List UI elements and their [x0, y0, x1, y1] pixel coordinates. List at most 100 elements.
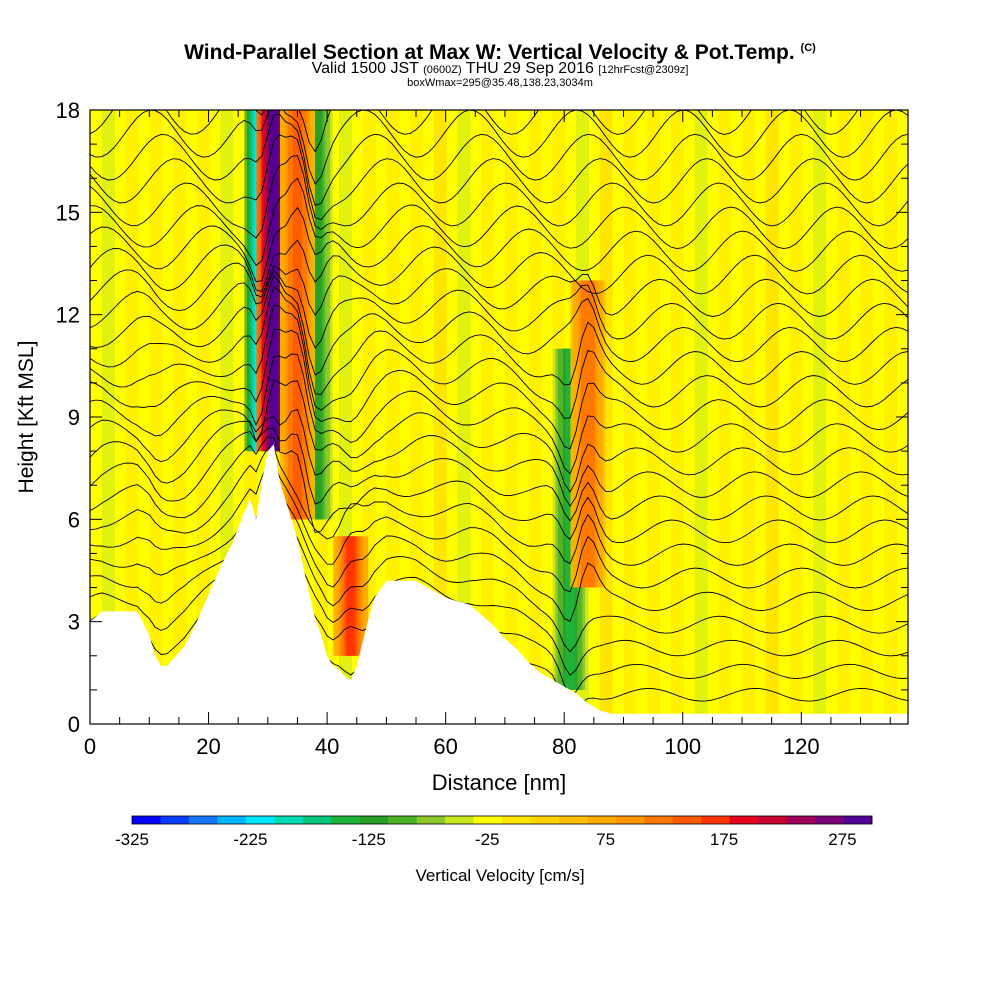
colorbar-tick-label: 75 [596, 830, 615, 849]
terrain-mask [90, 444, 908, 724]
field-stripe [765, 110, 779, 724]
colorbar-swatch [302, 816, 332, 824]
field-stripe [860, 110, 874, 724]
colorbar-tick-label: -25 [475, 830, 500, 849]
x-tick-label: 80 [552, 734, 576, 759]
y-tick-label: 12 [56, 303, 80, 328]
isentrope-line [90, 110, 908, 185]
field-stripe [836, 110, 850, 724]
y-tick-label: 18 [56, 98, 80, 123]
field-stripe [125, 110, 139, 724]
colorbar-swatch [644, 816, 674, 824]
field-stripe [647, 110, 661, 724]
isentrope-line [90, 304, 908, 419]
isentrope-line [90, 285, 908, 395]
updraft-band [269, 110, 279, 452]
colorbar-swatch [558, 816, 588, 824]
colorbar-swatch [701, 816, 730, 824]
colorbar-swatch [672, 816, 702, 824]
isentrope-line [90, 379, 908, 493]
y-tick-label: 0 [68, 712, 80, 737]
colorbar-swatch [530, 816, 560, 824]
field-stripe [504, 110, 518, 724]
isentrope-line [90, 262, 908, 317]
colorbar-swatch [615, 816, 645, 824]
valid-utc: (0600Z) [423, 64, 462, 76]
isentrope-line [90, 436, 908, 544]
isentrope-line [90, 460, 908, 593]
isentrope-line [90, 154, 908, 239]
valid-prefix: Valid 1500 JST [311, 60, 419, 77]
colorbar-swatch [587, 816, 617, 824]
colorbar-swatch [473, 816, 503, 824]
isentrope-line [90, 206, 908, 283]
valid-date: THU 29 Sep 2016 [465, 60, 594, 77]
field-stripe [694, 110, 708, 724]
colorbar-swatch [359, 816, 389, 824]
colorbar-swatch [758, 816, 787, 824]
isentrope-line [90, 329, 908, 450]
y-tick-label: 6 [68, 507, 80, 532]
y-axis-label: Height [Kft MSL] [15, 341, 38, 494]
colorbar-swatch [445, 816, 474, 824]
isentrope-line [90, 447, 908, 566]
colorbar-swatch [331, 816, 360, 824]
colorbar-swatch [274, 816, 304, 824]
field-stripe [884, 110, 898, 724]
colorbar-swatch [245, 816, 275, 824]
colorbar-swatch [132, 816, 161, 824]
colorbar-swatch [815, 816, 844, 824]
x-tick-label: 40 [315, 734, 339, 759]
isentrope-line [90, 177, 908, 267]
x-tick-label: 0 [84, 734, 96, 759]
field-stripe [101, 110, 115, 724]
isentrope-line [90, 274, 908, 376]
field-stripe [410, 110, 424, 724]
isentrope-line [90, 353, 908, 475]
updraft-band [583, 280, 593, 588]
field-stripe [813, 110, 827, 724]
x-tick-label: 100 [664, 734, 701, 759]
x-axis-label: Distance [nm] [432, 770, 567, 795]
y-tick-label: 9 [68, 405, 80, 430]
isentrope-line [90, 134, 908, 221]
field-stripe [670, 110, 684, 724]
updraft-band [346, 536, 356, 656]
forecast-info: [12hrFcst@2309z] [598, 64, 689, 76]
chart-title-text: Wind-Parallel Section at Max W: Vertical… [184, 41, 795, 64]
isentrope-line [90, 478, 908, 622]
field-stripe [433, 110, 447, 724]
chart-title-suffix: (C) [800, 42, 816, 54]
colorbar-swatch [188, 816, 218, 824]
valid-time-line: Valid 1500 JST (0600Z) THU 29 Sep 2016 [… [0, 60, 1000, 79]
y-tick-label: 3 [68, 610, 80, 635]
isentrope-line [90, 269, 908, 349]
colorbar-swatch [786, 816, 816, 824]
field-stripe [623, 110, 637, 724]
isentrope-line [90, 427, 908, 522]
colorbar-tick-label: -125 [352, 830, 386, 849]
field-stripe [386, 110, 400, 724]
colorbar-swatch [729, 816, 759, 824]
colorbar-frame [131, 815, 873, 825]
colorbar-swatch [388, 816, 417, 824]
colorbar-swatch [502, 816, 531, 824]
chart-title: Wind-Parallel Section at Max W: Vertical… [0, 36, 1000, 65]
field-stripe [718, 110, 732, 724]
isentrope-line [90, 113, 908, 206]
colorbar-tick-label: -225 [233, 830, 267, 849]
field-stripe [481, 110, 495, 724]
box-info: boxWmax=295@35.48,138.23,3034m [407, 77, 593, 89]
x-tick-label: 60 [433, 734, 457, 759]
colorbar-swatch [160, 816, 190, 824]
isentrope-line [90, 408, 908, 508]
colorbar-tick-label: -325 [115, 830, 149, 849]
y-tick-label: 15 [56, 200, 80, 225]
x-tick-label: 120 [783, 734, 820, 759]
isentrope-line [90, 239, 908, 295]
colorbar-label: Vertical Velocity [cm/s] [415, 866, 585, 885]
colorbar-swatch [843, 816, 873, 824]
colorbar-swatch [416, 816, 446, 824]
colorbar-tick-label: 175 [710, 830, 738, 849]
